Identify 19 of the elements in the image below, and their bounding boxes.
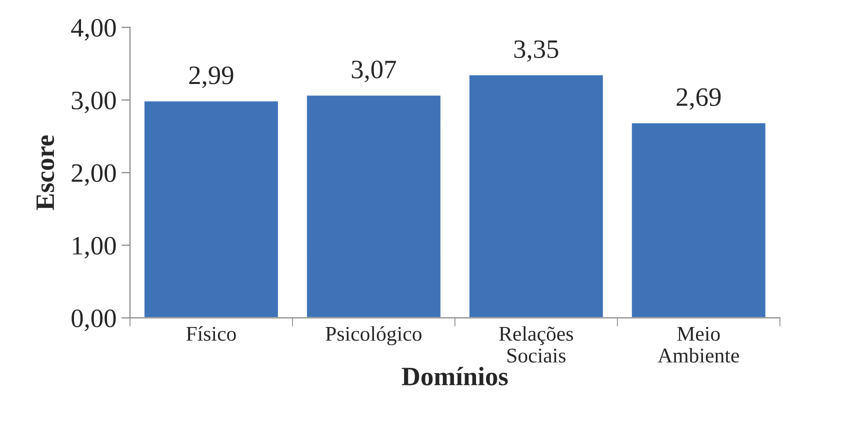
bar [143,100,280,318]
x-axis-title: Domínios [402,366,508,386]
bar [306,94,442,318]
y-tick-label: 4,00 [71,18,116,41]
y-tick-label: 3,00 [72,92,116,114]
bar [630,122,767,318]
data-label: 3,35 [514,40,558,62]
data-label: 2,99 [189,66,234,88]
bar [468,74,604,318]
y-tick-label: 0,00 [72,309,116,332]
x-tick-label: Relações Sociais [499,326,573,363]
x-tick-label: Psicológico [326,326,422,346]
data-label: 3,07 [352,60,396,82]
y-tick-label: 1,00 [72,236,116,258]
y-axis-title: Escore [36,135,54,210]
y-tick-label: 2,00 [72,164,116,186]
data-label: 2,69 [676,88,721,110]
x-tick-label: Meio Ambiente [658,326,739,363]
x-tick-label: Físico [186,326,236,341]
